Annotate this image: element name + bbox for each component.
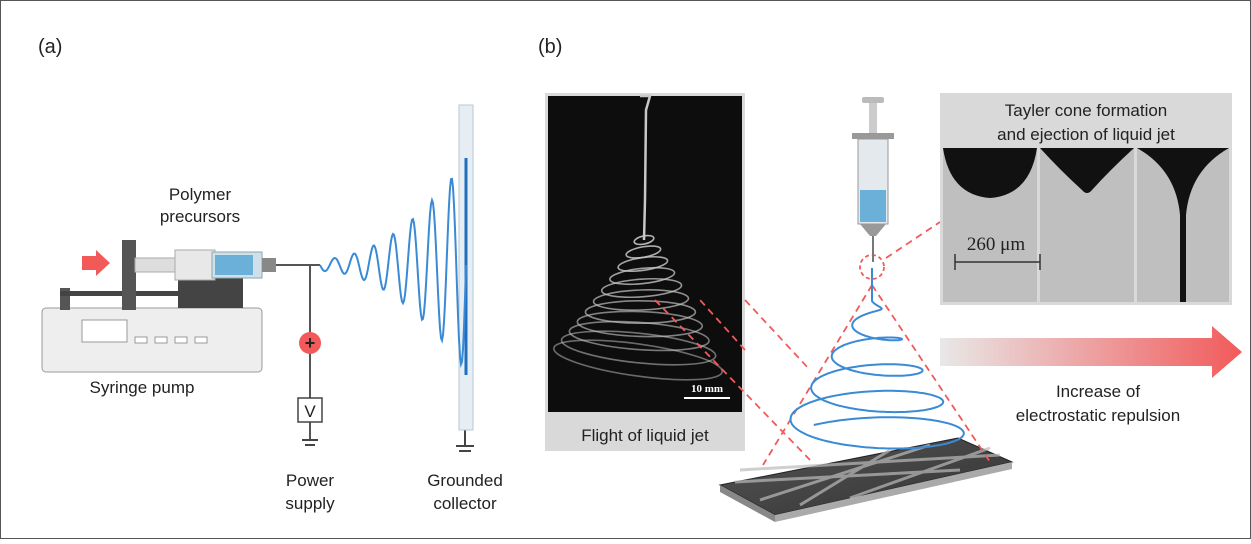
page: body { margin: 0; width: 1251px; height:… [0, 0, 1251, 539]
cone-title: Tayler cone formation [1005, 101, 1168, 120]
cone-title: and ejection of liquid jet [997, 125, 1175, 144]
cone-scale: 260 μm [967, 234, 1025, 255]
collector-label: Grounded [427, 471, 503, 490]
panel-label: (b) [538, 36, 562, 58]
pump-label: Syringe pump [90, 378, 195, 397]
collector-label: collector [433, 494, 497, 513]
cone-images [943, 148, 1229, 302]
arrow-label: electrostatic repulsion [1016, 406, 1180, 425]
power-label: supply [285, 494, 335, 513]
photo-caption: Flight of liquid jet [581, 426, 709, 445]
arrow-label: Increase of [1056, 382, 1140, 401]
voltmeter-label: V [304, 402, 316, 421]
polymer-label: precursors [160, 207, 240, 226]
polymer-label: Polymer [169, 185, 232, 204]
figure: (a) Polymer precursors Syringe pump + V … [0, 0, 1251, 539]
panel-label: (a) [38, 36, 62, 58]
plus-sign: + [305, 333, 316, 353]
body: {"panel_a": {"label": "(a)", "polymer_la… [0, 0, 1251, 539]
power-label: Power [286, 471, 335, 490]
photo-scale: 10 mm [691, 383, 723, 395]
